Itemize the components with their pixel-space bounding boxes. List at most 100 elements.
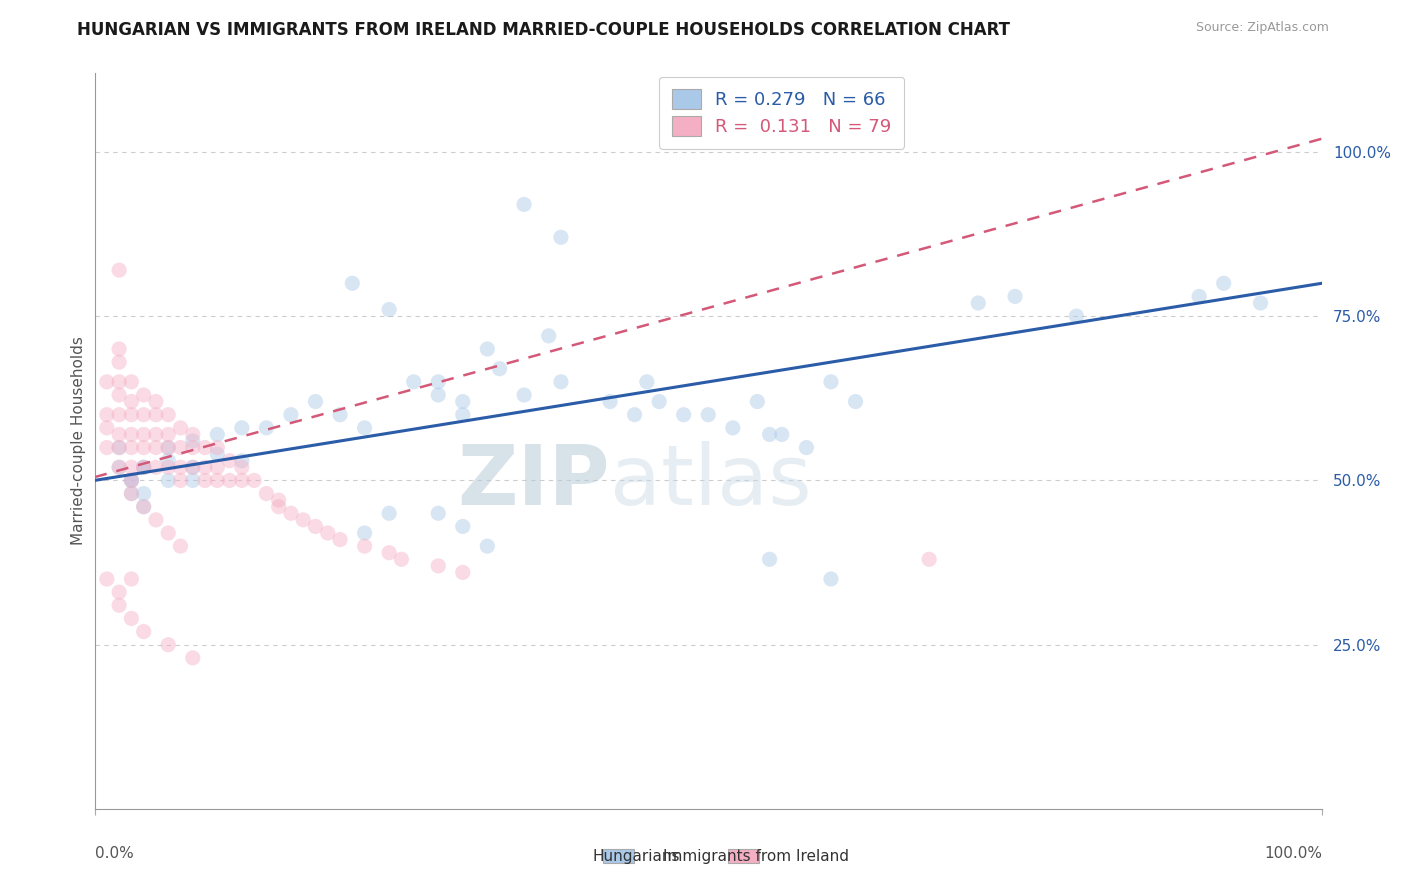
- Point: [648, 394, 671, 409]
- Point: [451, 408, 474, 422]
- Point: [267, 493, 290, 508]
- Point: [108, 599, 131, 613]
- Point: [108, 441, 131, 455]
- Point: [304, 394, 326, 409]
- Point: [108, 408, 131, 422]
- Point: [1004, 289, 1026, 303]
- Point: [353, 539, 375, 553]
- Point: [108, 388, 131, 402]
- Point: [599, 394, 621, 409]
- Point: [120, 375, 142, 389]
- Point: [132, 624, 155, 639]
- Point: [181, 434, 204, 448]
- Point: [169, 421, 191, 435]
- Point: [451, 394, 474, 409]
- Point: [108, 460, 131, 475]
- Point: [108, 342, 131, 356]
- Y-axis label: Married-couple Households: Married-couple Households: [72, 336, 86, 545]
- Point: [96, 441, 118, 455]
- Point: [758, 427, 780, 442]
- Point: [120, 441, 142, 455]
- Point: [120, 408, 142, 422]
- Point: [132, 500, 155, 514]
- Text: HUNGARIAN VS IMMIGRANTS FROM IRELAND MARRIED-COUPLE HOUSEHOLDS CORRELATION CHART: HUNGARIAN VS IMMIGRANTS FROM IRELAND MAR…: [77, 21, 1011, 39]
- Point: [132, 441, 155, 455]
- Text: ZIP: ZIP: [457, 441, 610, 522]
- Point: [108, 263, 131, 277]
- Point: [231, 474, 253, 488]
- Point: [820, 572, 842, 586]
- Point: [132, 486, 155, 500]
- Point: [207, 460, 229, 475]
- Point: [169, 441, 191, 455]
- Point: [108, 441, 131, 455]
- Point: [451, 519, 474, 533]
- Point: [120, 572, 142, 586]
- Point: [747, 394, 769, 409]
- Point: [132, 460, 155, 475]
- Point: [967, 296, 990, 310]
- Point: [513, 197, 536, 211]
- Point: [378, 546, 401, 560]
- Point: [218, 474, 240, 488]
- Point: [157, 453, 180, 467]
- Point: [329, 408, 352, 422]
- Point: [427, 375, 450, 389]
- Point: [157, 460, 180, 475]
- Point: [108, 355, 131, 369]
- Legend: R = 0.279   N = 66, R =  0.131   N = 79: R = 0.279 N = 66, R = 0.131 N = 79: [659, 77, 904, 149]
- Point: [207, 474, 229, 488]
- Point: [796, 441, 818, 455]
- Point: [145, 513, 167, 527]
- Point: [623, 408, 645, 422]
- Point: [157, 441, 180, 455]
- Point: [231, 421, 253, 435]
- Point: [844, 394, 866, 409]
- Point: [697, 408, 720, 422]
- Point: [145, 460, 167, 475]
- Point: [145, 394, 167, 409]
- Point: [108, 427, 131, 442]
- Point: [329, 533, 352, 547]
- Point: [672, 408, 695, 422]
- Point: [157, 638, 180, 652]
- Point: [316, 526, 339, 541]
- Point: [477, 342, 499, 356]
- Point: [427, 558, 450, 573]
- Text: 100.0%: 100.0%: [1264, 846, 1322, 861]
- Point: [181, 460, 204, 475]
- Point: [721, 421, 744, 435]
- Point: [120, 486, 142, 500]
- Point: [108, 375, 131, 389]
- Point: [550, 375, 572, 389]
- Point: [108, 460, 131, 475]
- Point: [636, 375, 658, 389]
- Point: [194, 474, 217, 488]
- Point: [145, 408, 167, 422]
- Text: Source: ZipAtlas.com: Source: ZipAtlas.com: [1195, 21, 1329, 35]
- Point: [353, 421, 375, 435]
- Point: [132, 500, 155, 514]
- Point: [169, 474, 191, 488]
- Point: [451, 566, 474, 580]
- Point: [1066, 309, 1088, 323]
- Point: [378, 506, 401, 520]
- Point: [181, 427, 204, 442]
- Point: [513, 388, 536, 402]
- Point: [231, 460, 253, 475]
- Point: [427, 506, 450, 520]
- Text: atlas: atlas: [610, 441, 811, 522]
- Point: [132, 460, 155, 475]
- Point: [169, 539, 191, 553]
- Point: [488, 361, 510, 376]
- Point: [537, 329, 560, 343]
- Point: [389, 552, 412, 566]
- Point: [181, 460, 204, 475]
- Point: [378, 302, 401, 317]
- Point: [194, 441, 217, 455]
- Point: [280, 506, 302, 520]
- Point: [120, 427, 142, 442]
- Point: [1250, 296, 1272, 310]
- Point: [427, 388, 450, 402]
- Point: [231, 453, 253, 467]
